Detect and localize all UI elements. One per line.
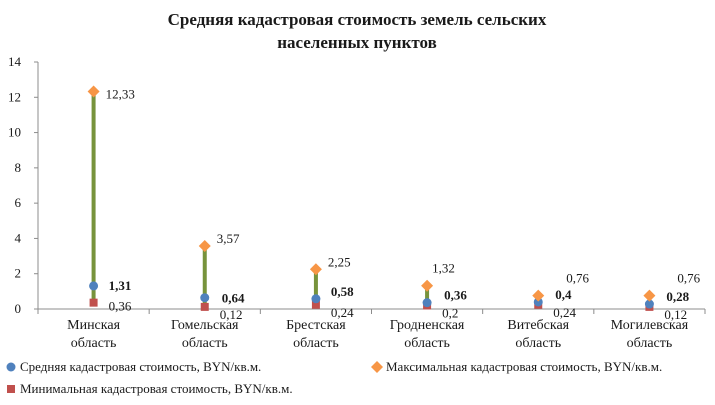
data-label: 0,12 [220, 307, 243, 322]
legend-label: Максимальная кадастровая стоимость, BYN/… [386, 359, 662, 374]
legend-marker-circle [6, 362, 16, 372]
data-label: 3,57 [217, 231, 240, 246]
data-labels: 1,31 0,64 0,58 0,36 0,4 0,28 12,33 3,57 2,25 1,32… [106, 86, 701, 321]
data-label: 0,58 [331, 284, 354, 299]
x-category-label: Могилевская [611, 318, 689, 333]
x-category-label: область [404, 336, 450, 351]
data-label: 0,36 [444, 288, 467, 303]
data-point-circle [422, 298, 432, 308]
legend-item: Минимальная кадастровая стоимость, BYN/к… [7, 381, 293, 396]
data-point-diamond [532, 289, 545, 302]
x-category-label: область [71, 336, 117, 351]
chart-title-line-1: Средняя кадастровая стоимость земель сел… [168, 10, 547, 29]
x-category-label: Минская [67, 318, 120, 333]
axes: 0 2 4 6 8 10 12 14 Минская область Гомельская облас… [8, 54, 706, 351]
data-point-square [200, 302, 209, 311]
data-point-diamond [198, 240, 211, 253]
x-category-label: Брестская [286, 318, 346, 333]
legend: Средняя кадастровая стоимость, BYN/кв.м.… [6, 359, 662, 396]
x-category-label: Витебская [507, 318, 569, 333]
data-label: 0,12 [664, 307, 687, 322]
data-label: 0,4 [555, 287, 572, 302]
x-category-label: Гомельская [171, 318, 239, 333]
data-point-square [89, 298, 98, 307]
data-point-diamond [643, 289, 656, 302]
data-point-square [311, 300, 320, 309]
data-label: 0,64 [222, 291, 245, 306]
data-label: 2,25 [328, 254, 351, 269]
data-label: 0,24 [553, 305, 576, 320]
y-tick-label: 8 [15, 160, 22, 175]
data-point-diamond [87, 85, 100, 98]
data-point-circle [89, 281, 99, 291]
legend-item: Средняя кадастровая стоимость, BYN/кв.м. [6, 359, 261, 374]
x-category-label: область [627, 336, 673, 351]
data-label: 1,31 [109, 278, 132, 293]
y-tick-label: 6 [15, 195, 22, 210]
x-category-label: область [293, 336, 339, 351]
y-tick-label: 12 [8, 89, 21, 104]
data-label: 0,36 [109, 299, 132, 314]
chart-title: Средняя кадастровая стоимость земель сел… [168, 10, 547, 52]
data-point-circle [311, 294, 321, 304]
data-label: 0,24 [331, 305, 354, 320]
data-point-circle [200, 293, 210, 303]
data-label: 1,32 [432, 261, 455, 276]
data-point-circle [533, 297, 543, 307]
y-tick-label: 0 [15, 301, 22, 316]
legend-marker-diamond [371, 361, 383, 373]
legend-marker-square [7, 385, 15, 393]
legend-item: Максимальная кадастровая стоимость, BYN/… [371, 359, 662, 374]
data-label: 0,2 [442, 305, 458, 320]
data-label: 0,76 [566, 271, 589, 286]
y-tick-label: 10 [8, 125, 21, 140]
data-label: 0,76 [677, 271, 700, 286]
y-tick-label: 2 [15, 266, 22, 281]
data-label: 12,33 [106, 86, 135, 101]
x-category-label: область [182, 336, 228, 351]
x-category-label: Гродненская [390, 318, 465, 333]
legend-label: Средняя кадастровая стоимость, BYN/кв.м. [20, 359, 261, 374]
legend-label: Минимальная кадастровая стоимость, BYN/к… [20, 381, 293, 396]
data-point-diamond [309, 263, 322, 276]
data-markers [87, 85, 656, 311]
data-label: 0,28 [666, 289, 689, 304]
chart-title-line-2: населенных пунктов [277, 33, 437, 52]
x-category-label: область [515, 336, 561, 351]
y-tick-label: 14 [8, 54, 22, 69]
y-tick-label: 4 [15, 230, 22, 245]
data-point-circle [644, 299, 654, 309]
data-point-diamond [421, 279, 434, 292]
